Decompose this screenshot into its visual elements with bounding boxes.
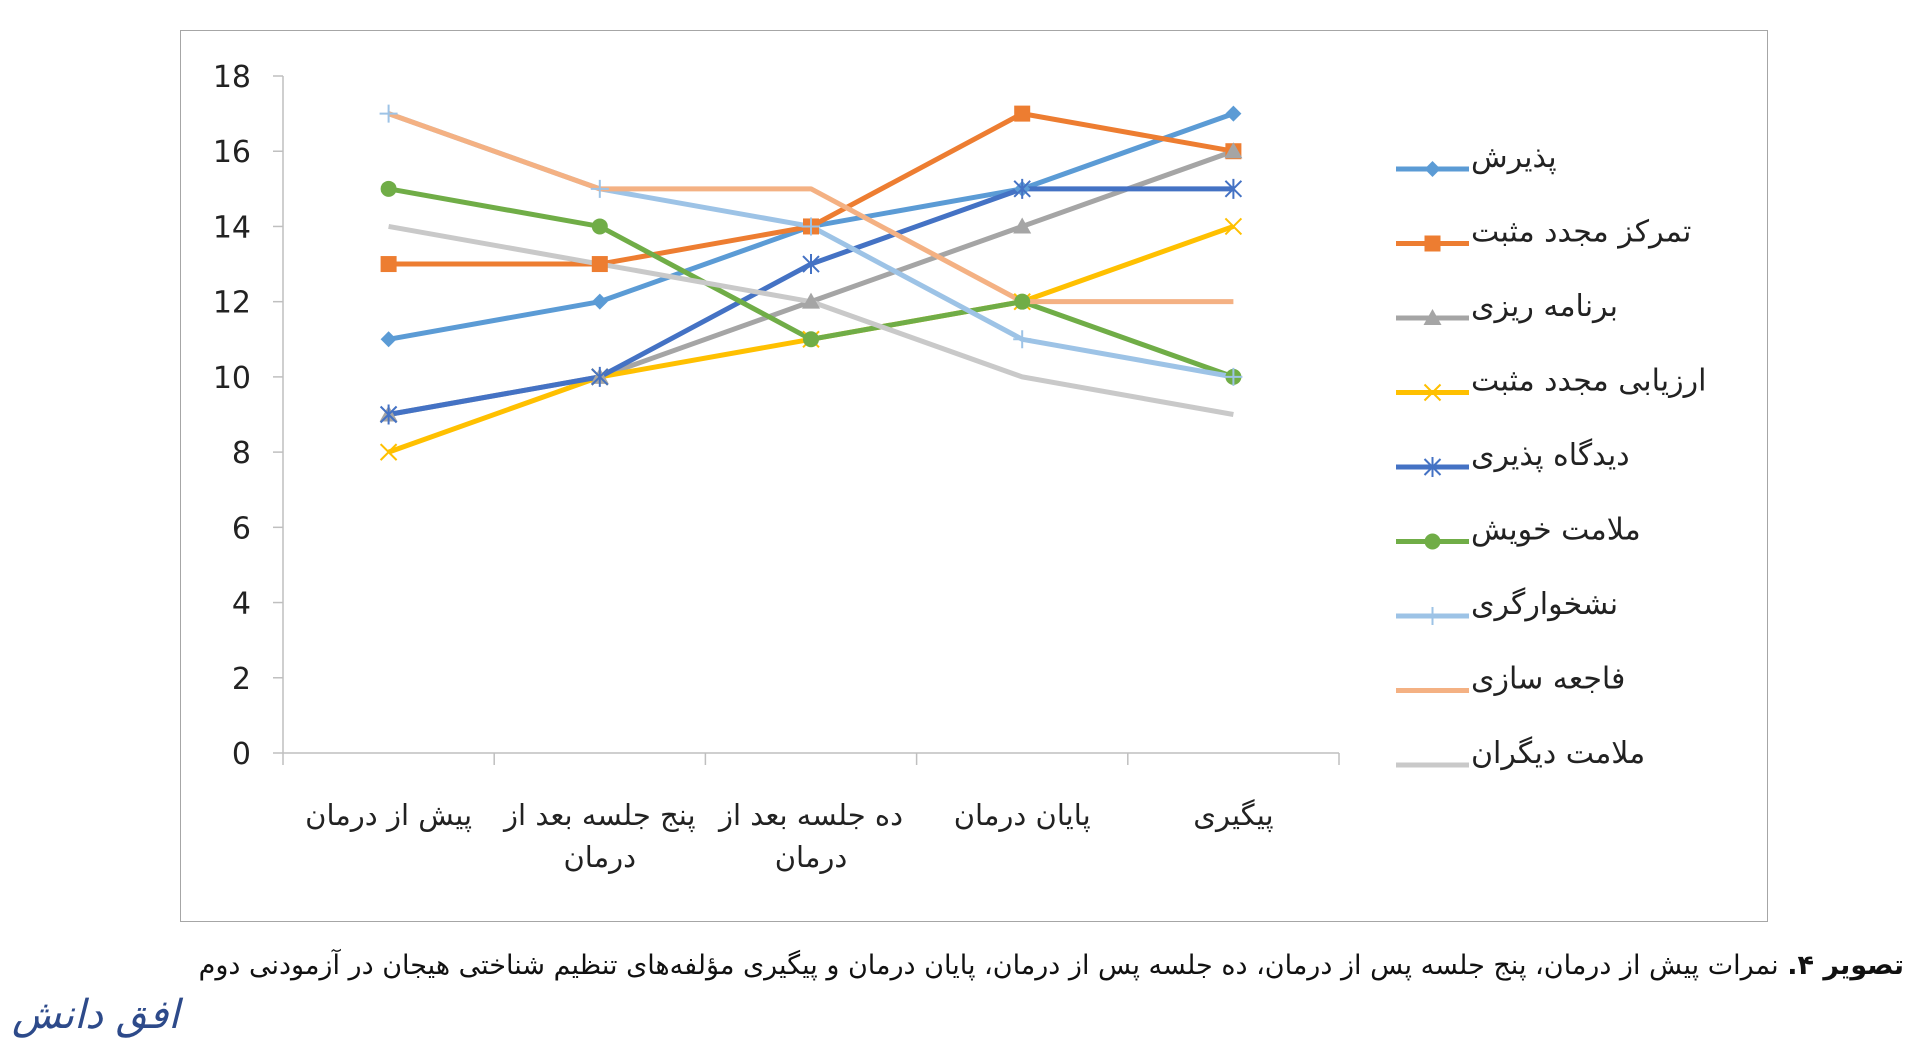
figure-caption: تصویر ۴. نمرات پیش از درمان، پنج جلسه پس… xyxy=(90,950,1904,981)
y-tick-label: 16 xyxy=(213,135,251,170)
legend-label: ملامت خویش xyxy=(1471,513,1641,548)
x-tick-label: پایان درمان xyxy=(954,798,1091,833)
data-point xyxy=(591,218,608,235)
caption-label: تصویر ۴. xyxy=(1787,950,1904,981)
data-point xyxy=(1013,178,1031,199)
y-tick-label: 14 xyxy=(213,210,251,245)
legend-swatch-marker xyxy=(1424,161,1441,177)
legend-label: نشخوارگری xyxy=(1471,587,1618,622)
data-point xyxy=(379,443,398,461)
legend-label: برنامه ریزی xyxy=(1471,289,1618,324)
data-point xyxy=(1014,293,1031,310)
y-tick-label: 2 xyxy=(232,662,251,697)
x-tick-label: پیگیری xyxy=(1193,798,1273,833)
data-point xyxy=(591,256,608,273)
y-tick-label: 10 xyxy=(213,361,251,396)
data-point xyxy=(591,293,608,310)
y-tick-label: 18 xyxy=(213,60,251,95)
legend-label: فاجعه سازی xyxy=(1471,662,1625,697)
data-point xyxy=(379,404,398,425)
legend-label: تمرکز مجدد مثبت xyxy=(1471,215,1691,250)
legend-label: دیدگاه پذیری xyxy=(1471,438,1630,473)
data-point xyxy=(380,180,397,197)
data-point xyxy=(1014,105,1031,122)
x-tick-label: پنج جلسه بعد از درمان xyxy=(502,798,696,874)
y-tick-label: 8 xyxy=(232,436,251,471)
data-point xyxy=(1013,217,1032,234)
line-chart: 0 2 4 6 8 10 12 14 16 18 پیش از درمان پنج جلسه بعد … xyxy=(213,60,1707,874)
data-point xyxy=(1224,142,1243,159)
y-tick-label: 6 xyxy=(232,511,251,546)
data-point xyxy=(380,331,397,348)
y-tick-label: 12 xyxy=(213,286,251,321)
legend-swatch-marker xyxy=(1423,383,1442,402)
caption-text: نمرات پیش از درمان، پنج جلسه پس از درمان… xyxy=(198,950,1788,981)
series-line xyxy=(388,186,1235,380)
x-tick-label: پیش از درمان xyxy=(305,798,472,833)
legend-swatch-marker xyxy=(1423,607,1442,625)
legend-label: ارزیابی مجدد مثبت xyxy=(1471,364,1706,399)
x-tick-label: ده جلسه بعد از درمان xyxy=(717,798,903,874)
data-point xyxy=(802,217,820,236)
data-point xyxy=(1013,330,1032,349)
legend-swatch-marker xyxy=(1424,533,1441,550)
data-point xyxy=(379,104,398,123)
data-point xyxy=(802,292,820,309)
data-point xyxy=(802,254,820,275)
data-point xyxy=(1225,105,1242,122)
chart-frame: 0 2 4 6 8 10 12 14 16 18 پیش از درمان پنج جلسه بعد … xyxy=(180,30,1768,922)
y-tick-label: 4 xyxy=(232,587,251,622)
legend-swatch-marker xyxy=(1423,309,1442,325)
legend-swatch-marker xyxy=(1424,235,1441,252)
data-point xyxy=(803,331,819,348)
data-point xyxy=(380,256,397,273)
legend-label: پذیرش xyxy=(1471,140,1557,175)
data-point xyxy=(591,366,609,387)
data-point xyxy=(1224,367,1243,386)
legend-swatch-marker xyxy=(1423,457,1442,477)
y-tick-label: 0 xyxy=(232,737,251,772)
legend-label: ملامت دیگران xyxy=(1471,736,1645,771)
data-point xyxy=(1224,178,1243,199)
series-line xyxy=(387,111,1234,305)
publisher-logo: افق دانش xyxy=(12,992,180,1038)
data-point xyxy=(590,179,609,198)
data-point xyxy=(1224,217,1243,236)
